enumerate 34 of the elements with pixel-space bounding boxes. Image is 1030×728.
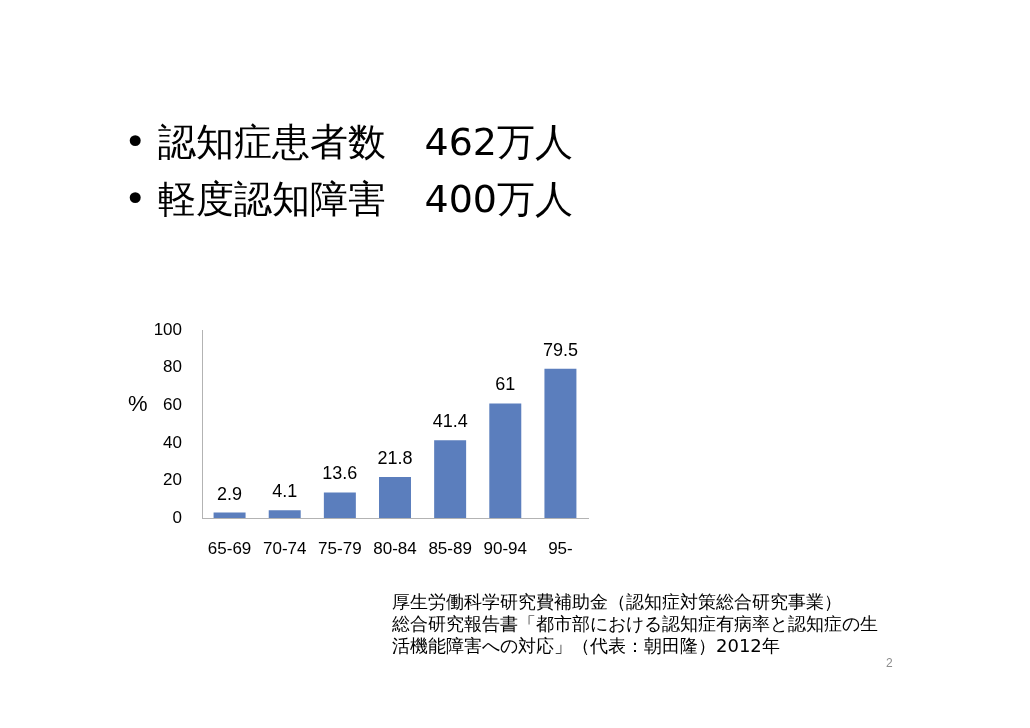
bar [213,512,246,518]
x-tick-label: 80-84 [373,538,417,558]
data-label: 61 [495,374,516,395]
bar [268,510,301,518]
data-label: 13.6 [322,463,358,484]
y-tick-label: 60 [163,395,182,415]
data-label: 79.5 [542,339,578,360]
text: 2 [886,655,893,671]
y-tick-label: 40 [163,432,182,452]
y-axis-title: % [128,390,148,418]
data-label: 21.8 [377,448,413,469]
data-label: 41.4 [432,411,468,432]
x-tick-label: 65-69 [207,538,252,558]
bar [544,368,577,518]
x-tick-label: 90-94 [483,538,528,558]
y-tick-label: 80 [163,357,182,377]
data-label: 2.9 [217,483,243,504]
text: 活機能障害への対応」（代表：朝田隆）2012年 [392,635,781,657]
text: 総合研究報告書「都市部における認知症有病率と認知症の生 [392,613,878,635]
bar [489,403,522,518]
chart-title: • 認知症患者数 462万人 [124,119,574,166]
x-tick-label: 75-79 [318,538,362,558]
x-tick-label: 70-74 [262,538,307,558]
data-label: 4.1 [272,481,298,502]
x-tick-label: 95- [548,538,573,558]
x-tick-label: 85-89 [428,538,472,558]
chart-subtitle: • 軽度認知障害 400万人 [124,176,574,223]
bar [379,477,411,518]
bar [434,440,467,518]
y-tick-label: 0 [172,507,182,527]
y-tick-label: 20 [163,470,182,490]
y-tick-label: 100 [153,319,182,339]
text: 厚生労働科学研究費補助金（認知症対策総合研究事業） [392,591,843,613]
bar [323,492,356,518]
